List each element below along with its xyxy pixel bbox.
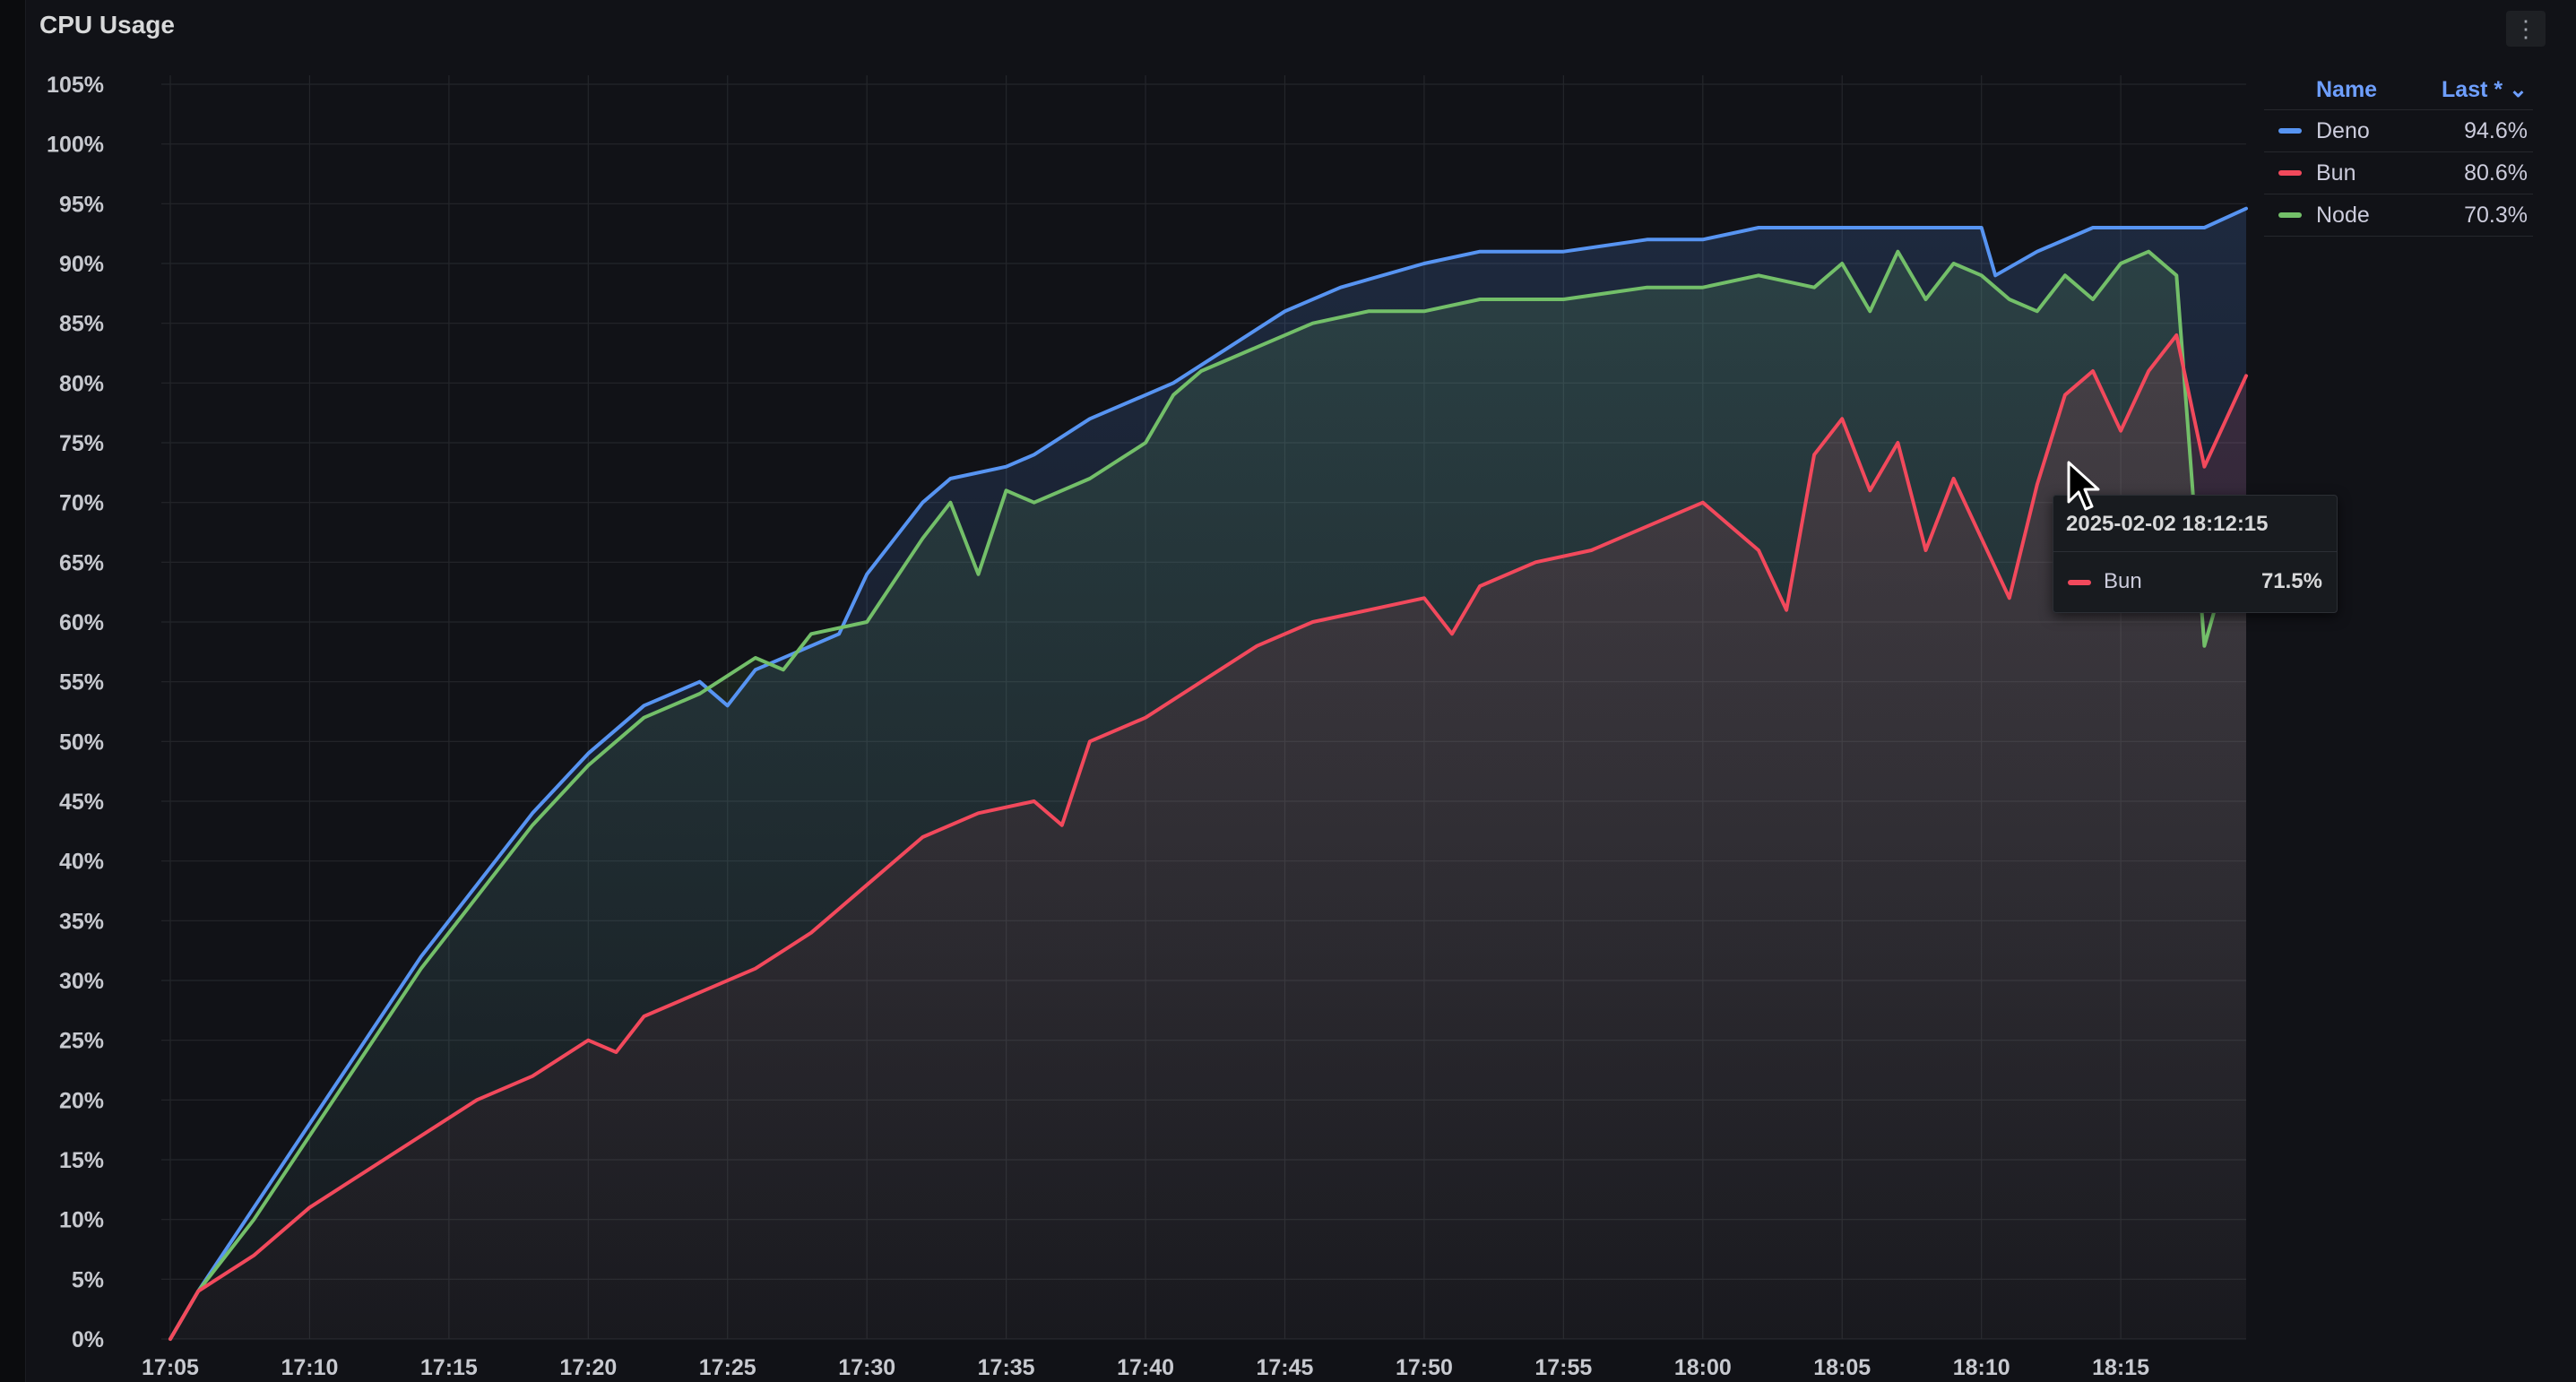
legend-last-value: 70.3%: [2464, 202, 2528, 228]
x-tick-label: 17:10: [281, 1355, 338, 1380]
y-tick-label: 5%: [72, 1267, 104, 1292]
x-tick-label: 17:40: [1117, 1355, 1174, 1380]
tooltip-timestamp: 2025-02-02 18:12:15: [2066, 512, 2269, 536]
chart-areas: [170, 208, 2246, 1340]
legend-swatch: [2278, 212, 2302, 218]
y-tick-label: 25%: [59, 1029, 104, 1054]
y-tick-label: 15%: [59, 1148, 104, 1173]
y-tick-label: 105%: [47, 73, 104, 98]
y-tick-label: 55%: [59, 670, 104, 695]
legend-last-value: 94.6%: [2464, 117, 2528, 143]
legend-swatch: [2278, 128, 2302, 134]
x-tick-label: 17:45: [1257, 1355, 1314, 1380]
panel-menu-button[interactable]: ⋮: [2506, 11, 2546, 47]
legend-last-value: 80.6%: [2464, 160, 2528, 186]
y-tick-label: 95%: [59, 192, 104, 217]
y-tick-label: 45%: [59, 790, 104, 815]
legend-series-name: Node: [2316, 202, 2370, 228]
y-tick-label: 20%: [59, 1088, 104, 1113]
y-tick-label: 100%: [47, 133, 104, 158]
x-tick-label: 17:15: [420, 1355, 478, 1380]
y-tick-label: 75%: [59, 431, 104, 456]
mouse-pointer-icon: [2067, 461, 2100, 511]
y-tick-label: 35%: [59, 909, 104, 934]
legend-swatch: [2278, 170, 2302, 176]
legend: Name Last * ⌄ Deno 94.6% Bun 80.6% Node …: [2264, 70, 2533, 237]
series-line-deno: [169, 206, 2248, 1341]
y-tick-label: 60%: [59, 610, 104, 635]
y-tick-label: 40%: [59, 850, 104, 875]
x-axis-ticks: 17:05 17:10 17:15 17:20 17:25 17:30 17:35 17:40…: [142, 1355, 2149, 1380]
series-line-bun: [169, 333, 2248, 1341]
x-tick-label: 18:10: [1953, 1355, 2010, 1380]
legend-series-name: Deno: [2316, 117, 2370, 143]
y-tick-label: 85%: [59, 312, 104, 337]
x-tick-label: 17:30: [838, 1355, 895, 1380]
hover-tooltip: 2025-02-02 18:12:15 Bun 71.5%: [2053, 495, 2338, 613]
x-tick-label: 17:50: [1396, 1355, 1453, 1380]
y-tick-label: 65%: [59, 550, 104, 575]
x-tick-label: 17:05: [142, 1355, 199, 1380]
tooltip-divider: [2053, 551, 2337, 552]
tooltip-series-name: Bun: [2104, 569, 2142, 593]
legend-item-node[interactable]: Node 70.3%: [2264, 194, 2533, 237]
legend-last-header[interactable]: Last * ⌄: [2442, 77, 2528, 102]
y-tick-label: 70%: [59, 491, 104, 516]
y-tick-label: 50%: [59, 730, 104, 755]
chart-lines: [169, 206, 2248, 1341]
area-bun: [170, 335, 2246, 1339]
legend-header: Name Last * ⌄: [2264, 70, 2533, 110]
y-axis-ticks: 0% 5% 10% 15% 20% 25% 30% 35% 40% 45% 50% 55% 60% 65%…: [47, 73, 104, 1352]
y-tick-label: 30%: [59, 969, 104, 994]
x-tick-label: 17:35: [978, 1355, 1035, 1380]
tooltip-value: 71.5%: [2260, 569, 2322, 593]
x-tick-label: 18:00: [1674, 1355, 1732, 1380]
legend-item-deno[interactable]: Deno 94.6%: [2264, 110, 2533, 152]
tooltip-swatch: [2068, 580, 2091, 585]
kebab-menu-icon: ⋮: [2514, 15, 2537, 42]
x-tick-label: 18:05: [1813, 1355, 1871, 1380]
series-line-node: [169, 249, 2248, 1341]
x-tick-label: 18:15: [2092, 1355, 2149, 1380]
legend-item-bun[interactable]: Bun 80.6%: [2264, 152, 2533, 194]
y-tick-label: 0%: [72, 1327, 104, 1352]
legend-name-header[interactable]: Name: [2316, 76, 2378, 102]
y-tick-label: 90%: [59, 252, 104, 277]
x-tick-label: 17:55: [1534, 1355, 1592, 1380]
y-tick-label: 10%: [59, 1208, 104, 1233]
legend-series-name: Bun: [2316, 160, 2356, 186]
x-tick-label: 17:20: [559, 1355, 617, 1380]
x-tick-label: 17:25: [699, 1355, 756, 1380]
panel-title: CPU Usage: [39, 11, 175, 39]
y-tick-label: 80%: [59, 371, 104, 396]
